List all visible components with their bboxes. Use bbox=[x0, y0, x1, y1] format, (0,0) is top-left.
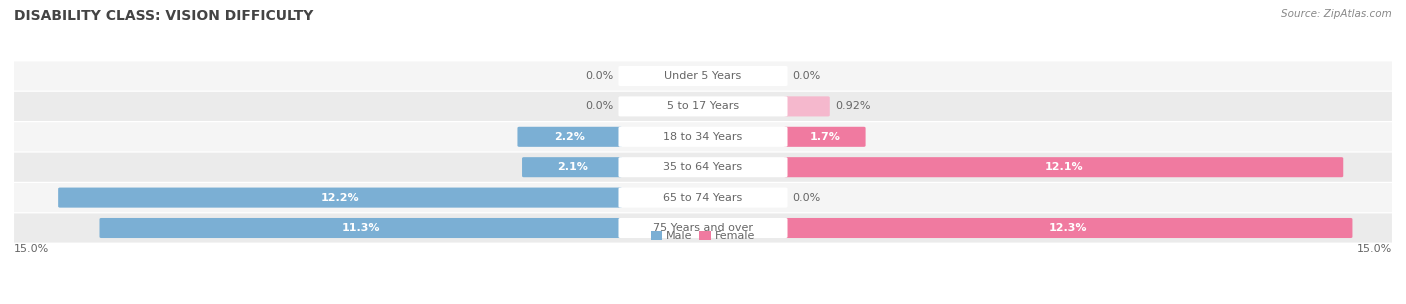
Text: Under 5 Years: Under 5 Years bbox=[665, 71, 741, 81]
FancyBboxPatch shape bbox=[14, 122, 1392, 151]
Text: 35 to 64 Years: 35 to 64 Years bbox=[664, 162, 742, 172]
Text: 0.0%: 0.0% bbox=[793, 193, 821, 202]
FancyBboxPatch shape bbox=[619, 66, 787, 86]
Text: 12.2%: 12.2% bbox=[321, 193, 360, 202]
Legend: Male, Female: Male, Female bbox=[647, 227, 759, 246]
FancyBboxPatch shape bbox=[14, 153, 1392, 182]
FancyBboxPatch shape bbox=[619, 218, 787, 238]
FancyBboxPatch shape bbox=[14, 213, 1392, 243]
Text: 75 Years and over: 75 Years and over bbox=[652, 223, 754, 233]
FancyBboxPatch shape bbox=[783, 218, 1353, 238]
FancyBboxPatch shape bbox=[58, 188, 623, 208]
FancyBboxPatch shape bbox=[14, 61, 1392, 91]
Text: 0.0%: 0.0% bbox=[793, 71, 821, 81]
Text: 12.3%: 12.3% bbox=[1049, 223, 1087, 233]
Text: 2.2%: 2.2% bbox=[554, 132, 585, 142]
FancyBboxPatch shape bbox=[522, 157, 623, 177]
FancyBboxPatch shape bbox=[783, 96, 830, 116]
Text: 15.0%: 15.0% bbox=[1357, 244, 1392, 254]
Text: 11.3%: 11.3% bbox=[342, 223, 380, 233]
Text: 2.1%: 2.1% bbox=[557, 162, 588, 172]
FancyBboxPatch shape bbox=[100, 218, 623, 238]
Text: 12.1%: 12.1% bbox=[1045, 162, 1083, 172]
FancyBboxPatch shape bbox=[14, 92, 1392, 121]
Text: 1.7%: 1.7% bbox=[810, 132, 841, 142]
FancyBboxPatch shape bbox=[619, 188, 787, 208]
Text: 18 to 34 Years: 18 to 34 Years bbox=[664, 132, 742, 142]
FancyBboxPatch shape bbox=[783, 127, 866, 147]
Text: 65 to 74 Years: 65 to 74 Years bbox=[664, 193, 742, 202]
FancyBboxPatch shape bbox=[619, 127, 787, 147]
FancyBboxPatch shape bbox=[14, 183, 1392, 212]
Text: 0.92%: 0.92% bbox=[835, 102, 870, 111]
Text: 0.0%: 0.0% bbox=[585, 102, 613, 111]
FancyBboxPatch shape bbox=[619, 157, 787, 177]
Text: DISABILITY CLASS: VISION DIFFICULTY: DISABILITY CLASS: VISION DIFFICULTY bbox=[14, 9, 314, 23]
FancyBboxPatch shape bbox=[517, 127, 623, 147]
Text: 15.0%: 15.0% bbox=[14, 244, 49, 254]
Text: Source: ZipAtlas.com: Source: ZipAtlas.com bbox=[1281, 9, 1392, 19]
FancyBboxPatch shape bbox=[619, 96, 787, 116]
FancyBboxPatch shape bbox=[783, 157, 1343, 177]
Text: 0.0%: 0.0% bbox=[585, 71, 613, 81]
Text: 5 to 17 Years: 5 to 17 Years bbox=[666, 102, 740, 111]
